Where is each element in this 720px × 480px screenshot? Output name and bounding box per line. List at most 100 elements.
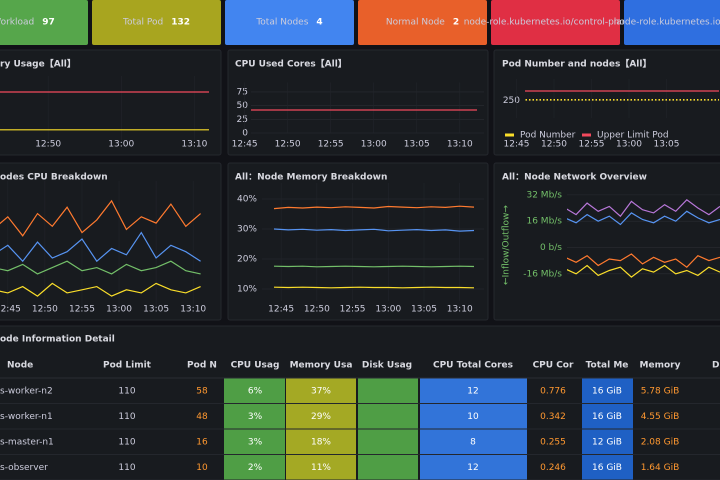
table-header: Pod N xyxy=(187,361,217,371)
table-cell xyxy=(286,404,356,429)
x-tick-label: 13:05 xyxy=(404,140,430,150)
table-cell xyxy=(358,404,418,429)
table-cell xyxy=(224,455,285,480)
stat-value: 4 xyxy=(316,18,322,28)
legend-label: Pod Number xyxy=(520,131,576,141)
series-line xyxy=(273,286,475,289)
table-cell-text: 10 xyxy=(467,412,479,422)
table-cell-text: 58 xyxy=(196,386,208,396)
table-cell-text: 6% xyxy=(248,386,263,396)
table-header: Total Me xyxy=(586,361,629,371)
series-line xyxy=(567,253,720,268)
table-cell xyxy=(358,455,418,480)
table-cell-text: 8 xyxy=(470,437,476,447)
table-header: Memory xyxy=(640,361,681,371)
x-tick-label: 13:05 xyxy=(654,140,680,150)
table-cell-text: 29% xyxy=(311,412,331,422)
table-cell-text: 2.08 GiB xyxy=(641,437,680,447)
table-cell-text: 16 GiB xyxy=(592,412,622,422)
table-cell-text: 11% xyxy=(311,463,331,473)
table-cell-text: s-master-n1 xyxy=(0,437,54,447)
table-header: CPU Usag xyxy=(231,361,280,371)
x-tick-label: 13:00 xyxy=(616,140,642,150)
series-line xyxy=(0,231,201,263)
x-tick-label: 13:00 xyxy=(375,305,401,315)
stat-label: Total Nodes xyxy=(255,18,308,28)
series-line xyxy=(0,260,201,275)
table-cell xyxy=(286,429,356,454)
x-tick-label: 12:50 xyxy=(275,140,301,150)
panel xyxy=(493,162,720,321)
stat-tile xyxy=(624,0,720,45)
table-cell xyxy=(224,378,285,403)
table-cell-text: 110 xyxy=(118,412,135,422)
table-cell-text: 3% xyxy=(248,412,263,422)
x-tick-label: 12:50 xyxy=(32,305,58,315)
series-line xyxy=(567,210,720,226)
x-tick-label: 13:00 xyxy=(106,305,132,315)
y-tick-label: 50 xyxy=(237,101,249,111)
table-cell-text: 18% xyxy=(311,437,331,447)
table-cell-text: 10 xyxy=(196,463,208,473)
table-cell-text: 4.55 GiB xyxy=(641,412,680,422)
table-cell-text: 48 xyxy=(196,412,208,422)
series-line xyxy=(567,199,720,218)
x-tick-label: 12:45 xyxy=(0,305,21,315)
table-cell xyxy=(358,429,418,454)
y-tick-label: 25 xyxy=(237,115,248,125)
table-title: ode Information Detail xyxy=(0,335,115,345)
table-cell-text: 110 xyxy=(118,437,135,447)
table-cell xyxy=(420,404,527,429)
x-tick-label: 12:50 xyxy=(35,140,61,150)
stat-value: 132 xyxy=(171,18,190,28)
table-cell-text: 5.78 GiB xyxy=(641,386,680,396)
table-cell-text: 16 GiB xyxy=(592,386,622,396)
table-cell xyxy=(420,455,527,480)
x-tick-label: 12:55 xyxy=(579,140,605,150)
table-cell xyxy=(582,378,633,403)
x-tick-label: 13:10 xyxy=(180,305,206,315)
y-tick-label: 10% xyxy=(237,285,257,295)
x-tick-label: 12:45 xyxy=(268,305,294,315)
table-cell xyxy=(224,429,285,454)
stat-tile xyxy=(358,0,487,45)
table-cell xyxy=(358,378,418,403)
series-line xyxy=(273,205,475,210)
stat-tile xyxy=(92,0,221,45)
series-line xyxy=(273,228,475,232)
x-tick-label: 13:00 xyxy=(108,140,134,150)
table-cell-text: 3% xyxy=(248,437,263,447)
panel xyxy=(493,49,720,156)
table-cell xyxy=(420,429,527,454)
stat-value: 97 xyxy=(42,18,55,28)
table-cell-text: s-worker-n2 xyxy=(0,386,53,396)
table-cell-text: s-observer xyxy=(0,463,48,473)
table-header: Memory Usa xyxy=(290,361,353,371)
panel-title: CPU Used Cores【All】 xyxy=(235,59,347,70)
table-cell-text: 0.342 xyxy=(540,412,566,422)
table-cell-text: 37% xyxy=(311,386,331,396)
stat-label: Workload xyxy=(0,18,34,28)
x-tick-label: 12:55 xyxy=(318,140,344,150)
stat-label: Normal Node xyxy=(386,18,445,28)
y-tick-label: 30% xyxy=(237,225,257,235)
table-header: CPU Cor xyxy=(533,361,574,371)
stat-label: Total Pod xyxy=(122,18,163,28)
x-tick-label: 12:45 xyxy=(504,140,530,150)
panel-title: Pod Number and nodes【All】 xyxy=(502,59,651,70)
panel xyxy=(0,49,222,156)
table-cell xyxy=(224,404,285,429)
series-line xyxy=(0,199,201,237)
table-cell xyxy=(286,378,356,403)
stat-tile xyxy=(491,0,620,45)
x-tick-label: 12:55 xyxy=(69,305,95,315)
y-tick-label: 16 Mb/s xyxy=(526,217,562,227)
table-header: Disk Usag xyxy=(362,361,412,371)
panel-title: ry Usage【All】 xyxy=(0,59,76,70)
table-header: CPU Total Cores xyxy=(433,361,513,371)
panel-title: All：Node Memory Breakdown xyxy=(235,173,387,183)
x-tick-label: 13:05 xyxy=(143,305,169,315)
stat-label: node-role.kubernetes.io/control-plane xyxy=(464,18,634,28)
